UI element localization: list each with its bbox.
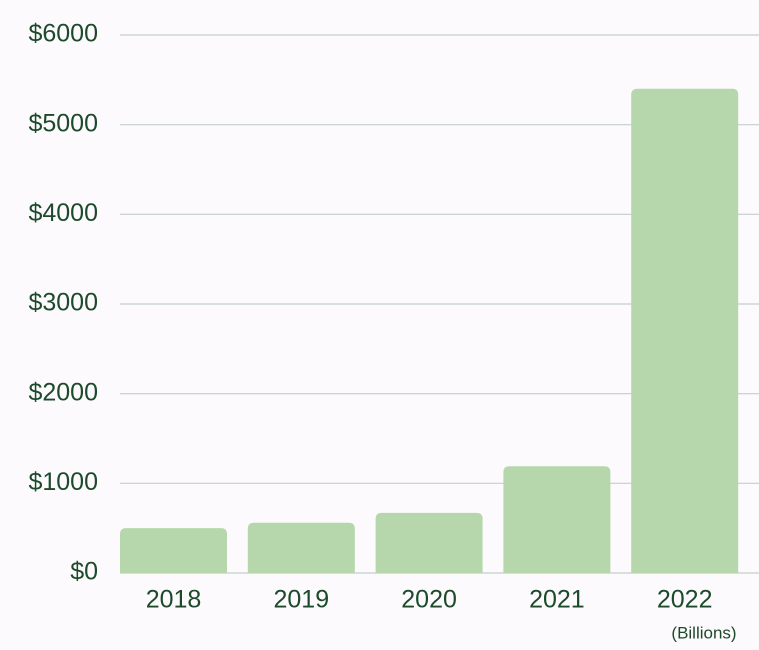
unit-note: (Billions): [671, 623, 736, 642]
bar: [120, 528, 227, 573]
x-tick-label: 2021: [529, 586, 585, 614]
y-tick-label: $0: [70, 558, 98, 586]
x-tick-label: 2019: [273, 586, 329, 614]
x-tick-label: 2022: [657, 586, 713, 614]
y-tick-label: $6000: [28, 20, 98, 48]
bar: [375, 512, 483, 573]
y-tick-label: $5000: [28, 109, 98, 137]
bar: [503, 466, 611, 573]
x-tick-label: 2018: [146, 586, 202, 614]
x-tick-label: 2020: [401, 586, 457, 614]
bar: [247, 522, 355, 573]
y-tick-label: $4000: [28, 199, 98, 227]
y-tick-label: $3000: [28, 289, 98, 317]
bar: [631, 88, 739, 574]
y-tick-label: $1000: [28, 468, 98, 496]
y-tick-label: $2000: [28, 378, 98, 406]
